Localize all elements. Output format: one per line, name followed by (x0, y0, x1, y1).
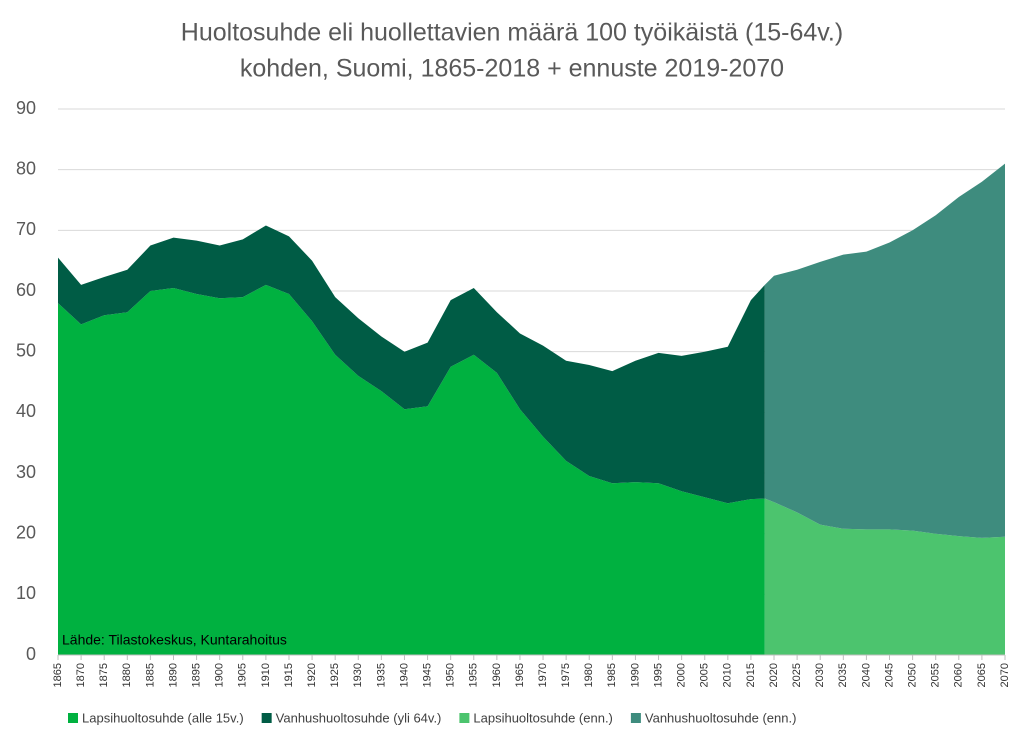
x-tick-label: 2060 (953, 663, 965, 687)
area (58, 225, 765, 504)
x-tick-label: 1960 (491, 663, 503, 687)
x-tick-label: 2005 (699, 663, 711, 687)
x-tick-label: 1990 (629, 663, 641, 687)
legend: Lapsihuoltosuhde (alle 15v.) Vanhushuolto… (68, 710, 796, 725)
x-tick-label: 1945 (421, 663, 433, 687)
x-tick-label: 1885 (144, 663, 156, 687)
y-tick-label: 70 (16, 219, 36, 239)
x-tick-label: 1875 (98, 663, 110, 687)
x-tick-label: 2020 (768, 663, 780, 687)
x-tick-label: 2065 (976, 663, 988, 687)
y-tick-label: 30 (16, 462, 36, 482)
x-tick-label: 1895 (190, 663, 202, 687)
x-tick-label: 1870 (75, 663, 87, 687)
y-tick-label: 10 (16, 583, 36, 603)
legend-swatch (261, 713, 272, 723)
chart-title: kohden, Suomi, 1865-2018 + ennuste 2019-… (240, 55, 784, 83)
x-tick-label: 2050 (907, 663, 919, 687)
x-tick-label: 1910 (260, 663, 272, 687)
area (764, 163, 1005, 538)
annotation: Lähde: Tilastokeskus, Kuntarahoitus (62, 632, 287, 648)
x-tick-label: 1965 (514, 663, 526, 687)
x-tick-label: 2045 (883, 663, 895, 687)
legend-label: Vanhushuoltosuhde (enn.) (645, 710, 797, 725)
x-tick-label: 1915 (283, 663, 295, 687)
x-tick-label: 1905 (237, 663, 249, 687)
x-tick-label: 1925 (329, 663, 341, 687)
x-tick-label: 2010 (722, 663, 734, 687)
chart-title: Huoltosuhde eli huollettavien määrä 100 … (181, 19, 843, 47)
x-tick-label: 2040 (860, 663, 872, 687)
x-tick-label: 1940 (398, 663, 410, 687)
legend-swatch (459, 713, 470, 723)
y-tick-label: 0 (26, 644, 36, 664)
legend-swatch (630, 713, 641, 723)
x-tick-label: 1865 (52, 663, 64, 687)
area (764, 498, 1005, 655)
x-tick-label: 1930 (352, 663, 364, 687)
x-tick-label: 1970 (537, 663, 549, 687)
x-tick-label: 2030 (814, 663, 826, 687)
y-tick-label: 80 (16, 158, 36, 178)
y-tick-label: 90 (16, 98, 36, 118)
x-tick-label: 2055 (930, 663, 942, 687)
x-tick-label: 2035 (837, 663, 849, 687)
area (58, 284, 765, 655)
legend-label: Lapsihuoltosuhde (enn.) (473, 710, 613, 725)
x-tick-label: 1880 (121, 663, 133, 687)
x-tick-label: 1950 (445, 663, 457, 687)
legend-label: Vanhushuoltosuhde (yli 64v.) (276, 710, 442, 725)
x-tick-label: 1920 (306, 663, 318, 687)
areas (58, 163, 1005, 655)
legend-swatch (68, 713, 78, 723)
x-tick-label: 2025 (791, 663, 803, 687)
y-tick-label: 50 (16, 340, 36, 360)
x-tick-label: 1955 (468, 663, 480, 687)
x-tick-label: 2000 (676, 663, 688, 687)
x-tick-label: 1890 (167, 663, 179, 687)
legend-label: Lapsihuoltosuhde (alle 15v.) (82, 710, 244, 725)
x-tick-label: 2015 (745, 663, 757, 687)
x-tick-label: 2070 (999, 663, 1011, 687)
y-tick-label: 60 (16, 280, 36, 300)
y-tick-label: 20 (16, 522, 36, 542)
x-tick-label: 1900 (214, 663, 226, 687)
x-tick-label: 1995 (652, 663, 664, 687)
y-tick-label: 40 (16, 401, 36, 421)
x-tick-label: 1975 (560, 663, 572, 687)
x-tick-label: 1935 (375, 663, 387, 687)
x-tick-label: 1980 (583, 663, 595, 687)
x-tick-label: 1985 (606, 663, 618, 687)
